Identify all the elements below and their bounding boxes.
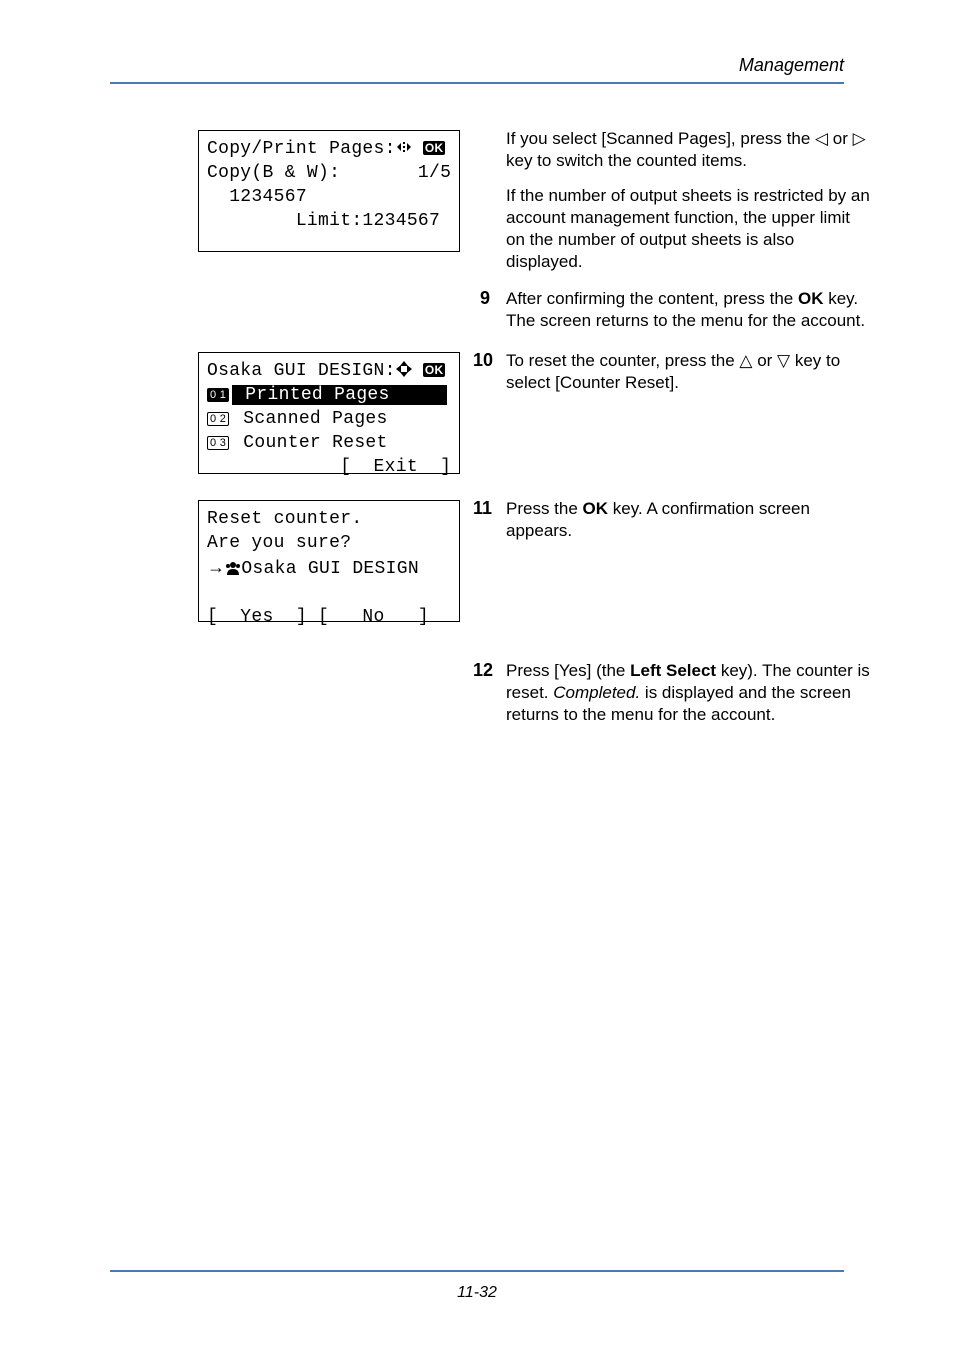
lcd3-line2: Are you sure? xyxy=(207,533,351,553)
lcd1-line4: Limit:1234567 xyxy=(207,211,440,231)
lcd-reset-confirm: Reset counter. Are you sure? → Osaka GUI … xyxy=(198,500,460,622)
ok-icon: OK xyxy=(423,141,446,155)
ok-icon: OK xyxy=(423,363,446,377)
paragraph-scanned-pages: If you select [Scanned Pages], press the… xyxy=(506,128,871,172)
group-icon xyxy=(225,561,241,575)
step-12a: Press [Yes] (the xyxy=(506,661,630,680)
lcd-copy-print-pages: Copy/Print Pages: OK Copy(B & W): 1/5 12… xyxy=(198,130,460,252)
step-10-number: 10 xyxy=(473,350,493,371)
step-11-text: Press the OK key. A confirmation screen … xyxy=(506,498,871,542)
menu-num-03-icon: 0 3 xyxy=(207,436,229,450)
left-right-nav-icon xyxy=(396,139,412,155)
step-9a: After confirming the content, press the xyxy=(506,289,798,308)
step-11a: Press the xyxy=(506,499,583,518)
lcd3-line1: Reset counter. xyxy=(207,509,362,529)
paragraph-output-limit: If the number of output sheets is restri… xyxy=(506,185,871,273)
step-12-text: Press [Yes] (the Left Select key). The c… xyxy=(506,660,871,726)
lcd2-line1-pre: Osaka GUI DESIGN: xyxy=(207,361,396,381)
lcd1-line3: 1234567 xyxy=(207,187,307,207)
four-way-nav-icon xyxy=(396,361,412,377)
lcd1-line1-pre: Copy/Print Pages: xyxy=(207,139,396,159)
right-arrow-icon: → xyxy=(207,555,225,579)
lcd1-line2: Copy(B & W): 1/5 xyxy=(207,163,451,183)
step-9-text: After confirming the content, press the … xyxy=(506,288,871,332)
lcd2-row4: [ Exit ] xyxy=(207,457,451,477)
footer-rule xyxy=(110,1270,844,1272)
step-11-number: 11 xyxy=(473,498,492,519)
step-11b: OK xyxy=(583,499,609,518)
lcd-osaka-menu: Osaka GUI DESIGN: OK 0 1 Printed Pages 0… xyxy=(198,352,460,474)
step-9-number: 9 xyxy=(480,288,490,309)
step-10-text: To reset the counter, press the △ or ▽ k… xyxy=(506,350,871,394)
step-12d: Completed. xyxy=(553,683,640,702)
step-9b: OK xyxy=(798,289,824,308)
lcd3-line5: [ Yes ] [ No ] xyxy=(207,607,429,627)
menu-num-01-icon: 0 1 xyxy=(207,388,229,402)
menu-num-02-icon: 0 2 xyxy=(207,412,229,426)
step-12b: Left Select xyxy=(630,661,716,680)
lcd2-row1: Printed Pages xyxy=(232,385,447,405)
lcd3-line3-name: Osaka GUI DESIGN xyxy=(241,559,419,579)
lcd2-row3: Counter Reset xyxy=(232,433,387,453)
step-12-number: 12 xyxy=(473,660,493,681)
lcd2-row2: Scanned Pages xyxy=(232,409,387,429)
page-header-title: Management xyxy=(739,55,844,76)
footer-page-number: 11-32 xyxy=(0,1284,954,1302)
header-rule xyxy=(110,82,844,84)
